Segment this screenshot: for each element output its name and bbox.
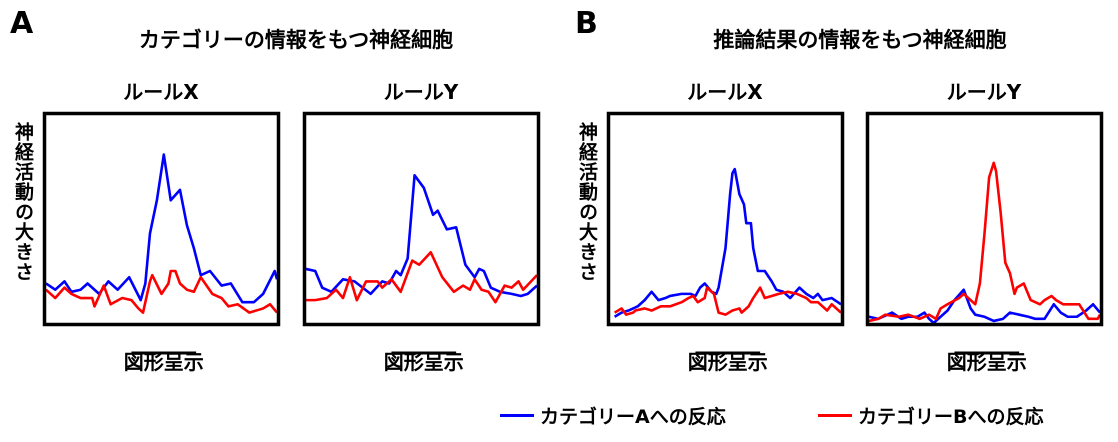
series-line-category-a xyxy=(613,167,842,318)
legend-item-category-b: カテゴリーBへの反応 xyxy=(818,402,1043,429)
plot-frame xyxy=(606,111,845,327)
x-axis-label: 図形呈示 xyxy=(123,350,204,374)
panel-title: ルールX xyxy=(123,80,199,104)
plot-frame xyxy=(302,111,541,327)
group-title-b: 推論結果の情報をもつ神経細胞 xyxy=(713,28,1007,52)
line-chart xyxy=(606,111,845,355)
legend-label: カテゴリーBへの反応 xyxy=(858,406,1044,428)
plot-area xyxy=(302,111,541,355)
series-line-category-b xyxy=(306,250,538,304)
panel-title: ルールX xyxy=(687,80,763,104)
panel-title: ルールY xyxy=(946,80,1022,104)
series-line-category-a xyxy=(868,288,1101,325)
legend-item-category-a: カテゴリーAへの反応 xyxy=(500,402,726,429)
plot-area xyxy=(42,111,281,355)
y-axis-label-b: 神経活動の大きさ xyxy=(576,122,598,282)
x-axis-label: 図形呈示 xyxy=(687,350,768,374)
legend-line-red xyxy=(818,414,852,417)
panel-letter-a: A xyxy=(10,6,34,41)
x-axis-label: 図形呈示 xyxy=(383,350,464,374)
legend-label: カテゴリーAへの反応 xyxy=(540,406,726,428)
line-chart xyxy=(302,111,541,355)
series-line-category-b xyxy=(45,269,278,314)
panel-title: ルールY xyxy=(383,80,459,104)
series-line-category-a xyxy=(45,153,279,304)
series-line-category-b xyxy=(868,161,1102,323)
plot-area xyxy=(606,111,845,355)
plot-area xyxy=(865,111,1104,355)
x-axis-label: 図形呈示 xyxy=(946,350,1027,374)
panel-letter-b: B xyxy=(575,6,598,41)
series-line-category-a xyxy=(305,174,538,298)
plot-frame xyxy=(42,111,281,327)
y-axis-label-a: 神経活動の大きさ xyxy=(12,122,34,282)
series-line-category-b xyxy=(613,286,842,316)
legend-line-blue xyxy=(500,414,534,417)
plot-frame xyxy=(865,111,1104,327)
line-chart xyxy=(42,111,281,355)
line-chart xyxy=(865,111,1104,355)
group-title-a: カテゴリーの情報をもつ神経細胞 xyxy=(138,28,454,52)
